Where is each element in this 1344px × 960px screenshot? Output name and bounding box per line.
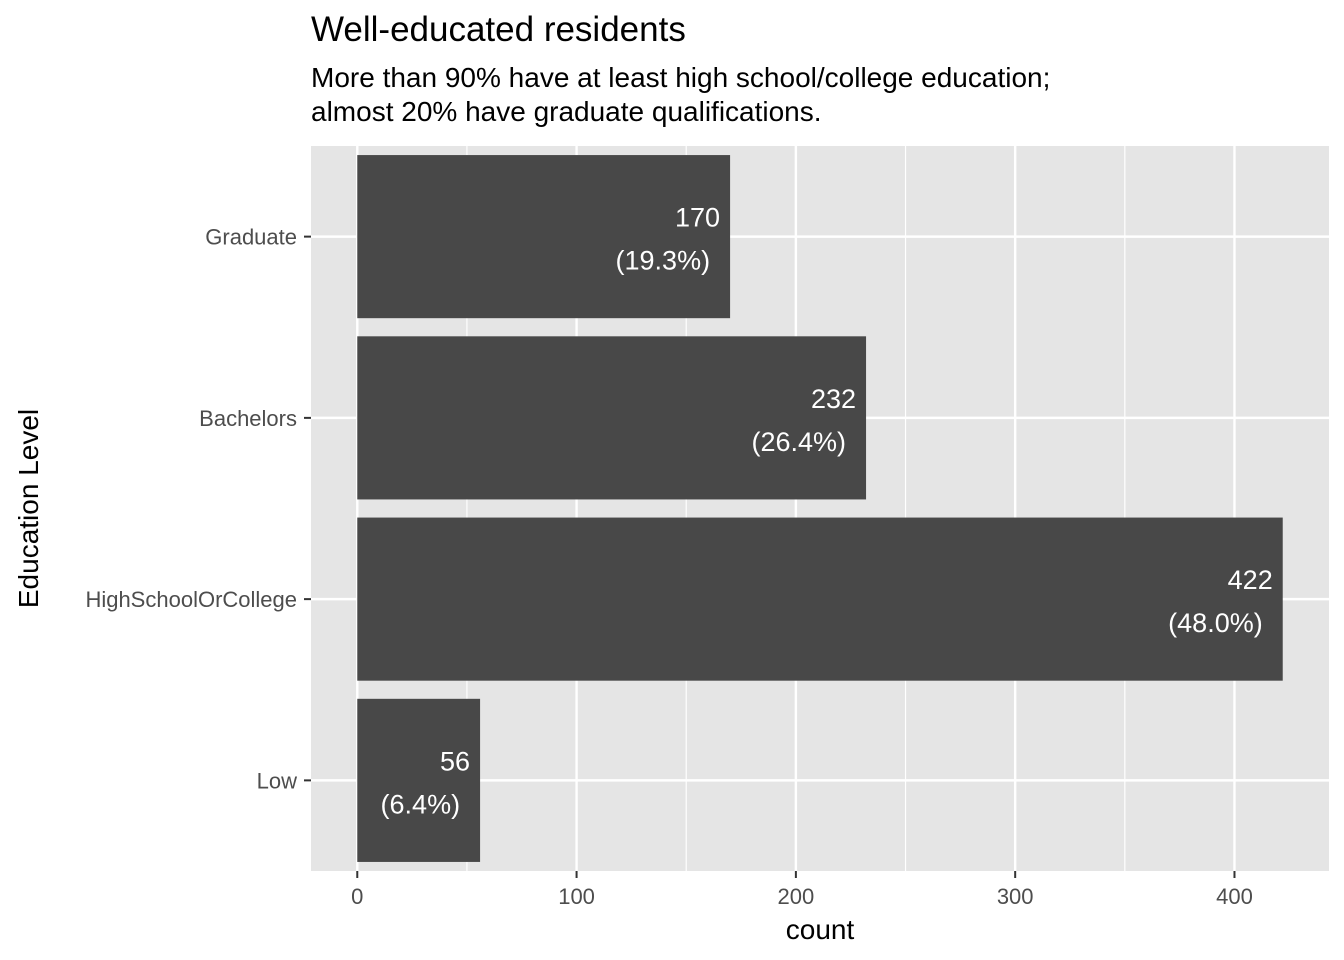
- bar-value-label: 232: [811, 384, 856, 414]
- chart-title: Well-educated residents: [311, 10, 686, 49]
- bar-HighSchoolOrCollege: [357, 517, 1283, 681]
- x-tick-label: 0: [351, 884, 363, 909]
- x-tick-label: 100: [558, 884, 595, 909]
- bars: [357, 155, 1283, 862]
- y-tick-label: Bachelors: [199, 406, 297, 431]
- bar-percent-label: (26.4%): [752, 427, 847, 457]
- bar-value-label: 56: [440, 746, 470, 776]
- bar-percent-label: (19.3%): [616, 246, 711, 276]
- bar-percent-label: (6.4%): [381, 789, 461, 819]
- bar-Bachelors: [357, 336, 867, 500]
- y-tick-label: Low: [257, 768, 297, 793]
- y-tick-label: Graduate: [205, 225, 297, 250]
- chart-subtitle-line-2: almost 20% have graduate qualifications.: [311, 96, 822, 127]
- x-axis-title: count: [786, 914, 855, 945]
- x-tick-label: 300: [997, 884, 1034, 909]
- x-tick-label: 400: [1216, 884, 1253, 909]
- bar-value-label: 422: [1228, 565, 1273, 595]
- axes: 0 100 200 300 400 Low HighSchoolOrCollege Bache…: [85, 225, 1252, 909]
- y-tick-label: HighSchoolOrCollege: [85, 587, 297, 612]
- bar-percent-label: (48.0%): [1168, 608, 1263, 638]
- y-axis-title: Education Level: [13, 409, 44, 608]
- chart-subtitle-line-1: More than 90% have at least high school/…: [311, 62, 1051, 93]
- x-tick-label: 200: [778, 884, 815, 909]
- bar-value-label: 170: [675, 203, 720, 233]
- bar-Low: [357, 698, 481, 862]
- bar-labels: 56 (6.4%) 422 (48.0%) 232 (26.4%) 170 (19.3%): [381, 203, 1273, 820]
- bar-Graduate: [357, 155, 731, 319]
